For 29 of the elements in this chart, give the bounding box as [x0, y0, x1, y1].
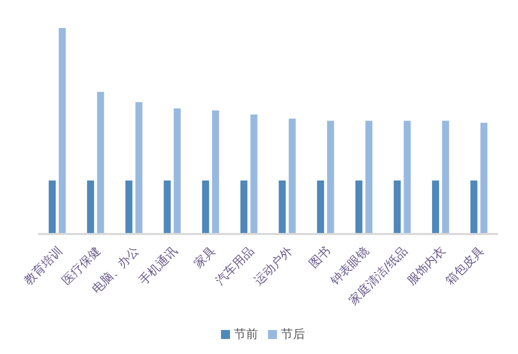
bar — [125, 180, 132, 234]
bar — [97, 92, 104, 234]
legend-label: 节前 — [234, 327, 258, 341]
bar — [135, 102, 142, 234]
bar — [164, 180, 171, 234]
bar — [365, 120, 372, 234]
legend-label: 节后 — [281, 327, 305, 341]
bar — [48, 180, 56, 234]
bar — [250, 114, 258, 234]
bar — [87, 180, 94, 234]
bar — [240, 180, 248, 234]
bar — [174, 108, 181, 234]
bar — [480, 122, 488, 234]
bar — [442, 120, 450, 234]
x-tick-label: 家具 — [191, 244, 218, 271]
bar — [470, 180, 478, 234]
x-tick-label: 箱包皮具 — [442, 244, 487, 288]
bar — [317, 180, 324, 234]
bar — [355, 180, 362, 234]
bar — [404, 120, 411, 234]
bar — [288, 118, 296, 234]
bar — [394, 180, 401, 234]
bar — [212, 110, 220, 234]
bar — [58, 28, 66, 234]
bar — [202, 180, 210, 234]
bar — [432, 180, 440, 234]
x-tick-label: 图书 — [306, 244, 334, 271]
bar — [327, 120, 334, 234]
bar — [278, 180, 286, 234]
